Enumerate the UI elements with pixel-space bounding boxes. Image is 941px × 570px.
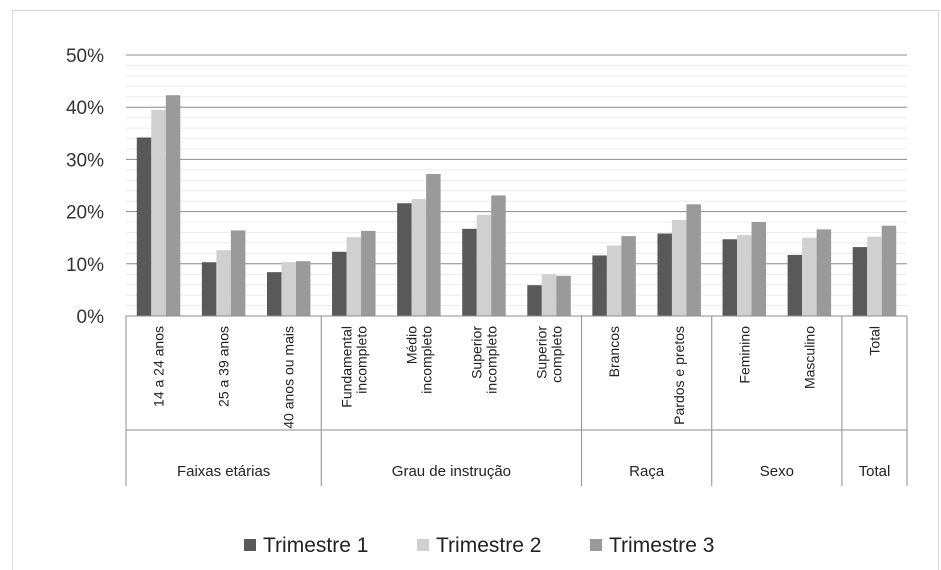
- x-tick-label-line: Médio: [403, 326, 419, 364]
- x-tick-label: Médioincompleto: [403, 326, 434, 394]
- legend-label: Trimestre 1: [263, 534, 368, 557]
- x-tick-label-line: Feminino: [736, 326, 752, 384]
- bar: [671, 219, 687, 316]
- bar: [751, 222, 767, 316]
- bar: [592, 255, 607, 316]
- group-label: Faixas etárias: [177, 463, 270, 480]
- x-tick-label-line: completo: [549, 326, 565, 383]
- x-tick-label-line: 40 anos ou mais: [281, 326, 297, 429]
- bar: [881, 225, 897, 316]
- bar: [722, 239, 738, 316]
- bar: [230, 230, 246, 316]
- bar: [361, 230, 376, 316]
- bar: [346, 237, 362, 316]
- bar: [201, 262, 217, 316]
- x-tick-label: Brancos: [606, 326, 622, 377]
- x-tick-label: Fundamentalincompleto: [338, 326, 369, 408]
- legend-swatch: [417, 539, 429, 551]
- bar: [686, 204, 701, 316]
- y-tick-label: 10%: [66, 255, 104, 276]
- bar: [266, 272, 282, 316]
- group-label: Grau de instrução: [392, 463, 511, 480]
- legend-swatch: [244, 539, 256, 551]
- legend: Trimestre 1 Trimestre 2 Trimestre 3: [244, 534, 714, 557]
- x-tick-label: Superiorincompleto: [468, 326, 499, 394]
- x-tick-label: Pardos e pretos: [671, 326, 687, 425]
- bar: [621, 236, 636, 316]
- chart-frame: [12, 10, 939, 570]
- bar: [657, 233, 672, 316]
- bar: [151, 109, 166, 316]
- y-tick-label: 0%: [77, 307, 105, 328]
- x-tick-label: Feminino: [736, 326, 752, 384]
- bar: [165, 95, 181, 316]
- bar: [527, 285, 542, 316]
- x-tick-label-line: incompleto: [483, 326, 499, 394]
- group-label: Total: [859, 463, 891, 480]
- bar: [216, 250, 231, 316]
- y-tick-label: 20%: [66, 203, 104, 224]
- x-tick-label-line: Fundamental: [338, 326, 354, 408]
- x-tick-label-line: Superior: [534, 326, 550, 379]
- legend-label: Trimestre 3: [609, 534, 714, 557]
- bar: [541, 274, 557, 316]
- bar: [281, 262, 296, 316]
- x-tick-label: Masculino: [801, 326, 817, 389]
- x-tick-label-line: Brancos: [606, 326, 622, 377]
- bar: [867, 236, 882, 316]
- x-tick-label: Total: [866, 326, 882, 356]
- legend-swatch: [590, 539, 602, 551]
- bar: [606, 245, 622, 316]
- bar: [852, 247, 868, 316]
- bar: [462, 228, 477, 316]
- x-tick-label-line: Pardos e pretos: [671, 326, 687, 425]
- x-tick-label: 25 a 39 anos: [216, 326, 232, 407]
- y-tick-label: 40%: [66, 98, 104, 119]
- bar: [476, 214, 492, 316]
- axes: 0% 10% 20% 30% 40% 50% 14 a 24 anos 25 a 39 ano…: [66, 46, 908, 486]
- bars: [136, 95, 897, 316]
- bar: [426, 174, 441, 316]
- legend-label: Trimestre 2: [436, 534, 541, 557]
- x-tick-label: Superiorcompleto: [534, 326, 565, 383]
- y-tick-label: 30%: [66, 150, 104, 171]
- y-tick-label: 50%: [66, 46, 104, 67]
- bar: [737, 235, 752, 316]
- x-tick-label-line: 25 a 39 anos: [216, 326, 232, 407]
- bar: [816, 229, 832, 316]
- x-tick-label: 14 a 24 anos: [151, 326, 167, 407]
- bar: [397, 203, 412, 316]
- bar: [556, 275, 571, 316]
- gridlines: [126, 54, 907, 307]
- bar: [787, 254, 803, 316]
- bar: [802, 237, 817, 316]
- group-label: Sexo: [760, 463, 794, 480]
- bar: [295, 261, 311, 316]
- bar: [136, 137, 152, 316]
- bar: [491, 195, 506, 316]
- bar: [411, 199, 427, 316]
- x-tick-label-line: 14 a 24 anos: [151, 326, 167, 407]
- x-tick-label-line: Total: [866, 326, 882, 356]
- x-tick-label-line: Superior: [468, 326, 484, 379]
- group-label: Raça: [629, 463, 665, 480]
- bar: [332, 251, 347, 316]
- x-tick-label-line: incompleto: [353, 326, 369, 394]
- x-tick-label-line: Masculino: [801, 326, 817, 389]
- x-tick-label-line: incompleto: [418, 326, 434, 394]
- x-tick-label: 40 anos ou mais: [281, 326, 297, 429]
